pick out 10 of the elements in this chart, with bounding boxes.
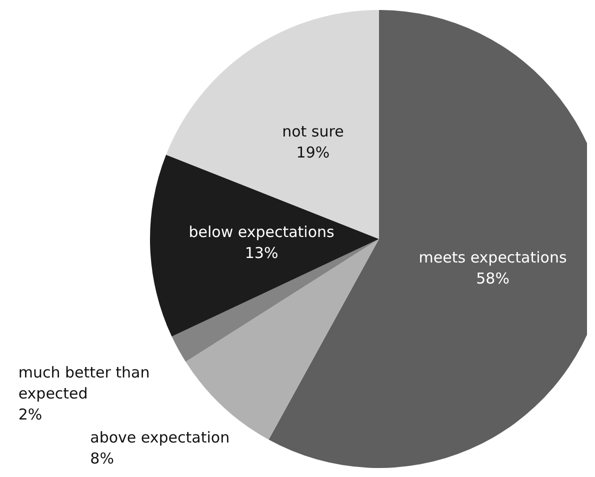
slice-label: above expectation bbox=[90, 428, 230, 446]
slice-label: not sure bbox=[282, 122, 344, 140]
data-label: 8% bbox=[90, 450, 114, 468]
slice-label: below expectations bbox=[188, 223, 335, 242]
slice-label: much better than expected bbox=[18, 363, 155, 402]
data-label: 19% bbox=[296, 143, 330, 162]
slice-label: meets expectations bbox=[418, 248, 567, 267]
data-label: 13% bbox=[244, 244, 278, 262]
data-label: 2% bbox=[18, 405, 42, 424]
data-label: 58% bbox=[476, 270, 510, 288]
